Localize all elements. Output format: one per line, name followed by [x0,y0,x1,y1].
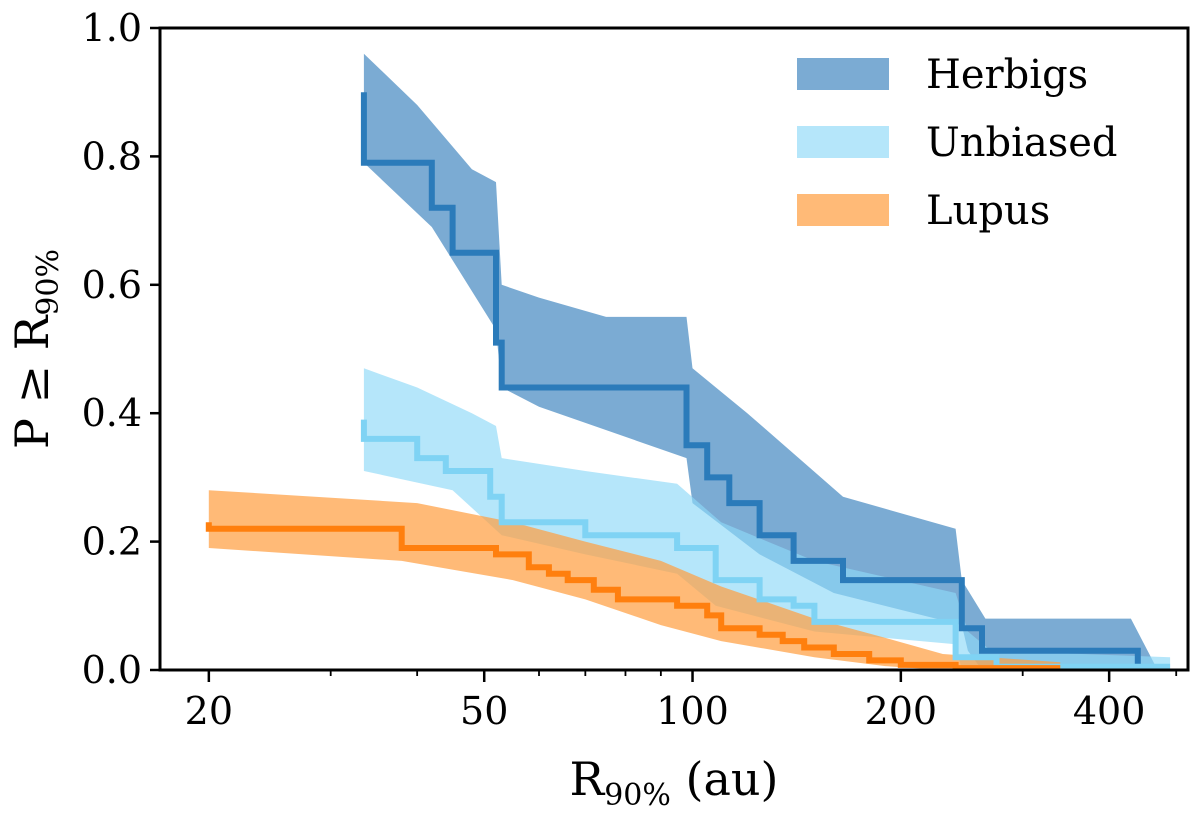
lupus-band [208,490,1061,670]
x-axis-label: R90% (au) [570,752,779,813]
legend: Herbigs Unbiased Lupus [797,52,1118,234]
legend-label-unbiased: Unbiased [926,120,1118,166]
x-tick-label: 200 [865,689,938,733]
legend-swatch-unbiased [797,126,889,158]
x-axis-label-suffix: (au) [671,752,779,806]
x-tick-label: 100 [656,689,729,733]
series-lines [205,92,1171,672]
y-axis-label: P ≥ R90% [5,249,66,449]
y-tick-label: 0.2 [82,520,142,564]
axis-ticks: 0.0 0.2 0.4 0.6 0.8 1.0 20 50 100 200 400 [82,6,1178,733]
x-tick-label: 400 [1073,689,1146,733]
legend-swatch-lupus [797,194,889,226]
lupus-line [205,522,1061,672]
y-tick-label: 1.0 [82,6,142,50]
plot-frame [158,26,1190,672]
y-tick-label: 0.0 [82,648,142,692]
x-tick-label: 20 [185,689,233,733]
legend-label-lupus: Lupus [926,188,1050,234]
x-tick-label: 50 [460,689,508,733]
unbiased-line [360,419,1171,670]
legend-label-herbigs: Herbigs [926,52,1088,98]
y-axis-label-main: P ≥ R [5,314,59,449]
y-tick-label: 0.8 [82,134,142,178]
y-tick-label: 0.4 [82,391,142,435]
legend-swatch-herbigs [797,58,889,90]
herbigs-line [360,92,1141,670]
x-axis-label-sub: 90% [604,778,671,813]
y-tick-label: 0.6 [82,263,142,307]
y-axis-label-sub: 90% [31,249,66,316]
confidence-bands [208,53,1171,670]
x-axis-label-main: R [570,752,606,806]
